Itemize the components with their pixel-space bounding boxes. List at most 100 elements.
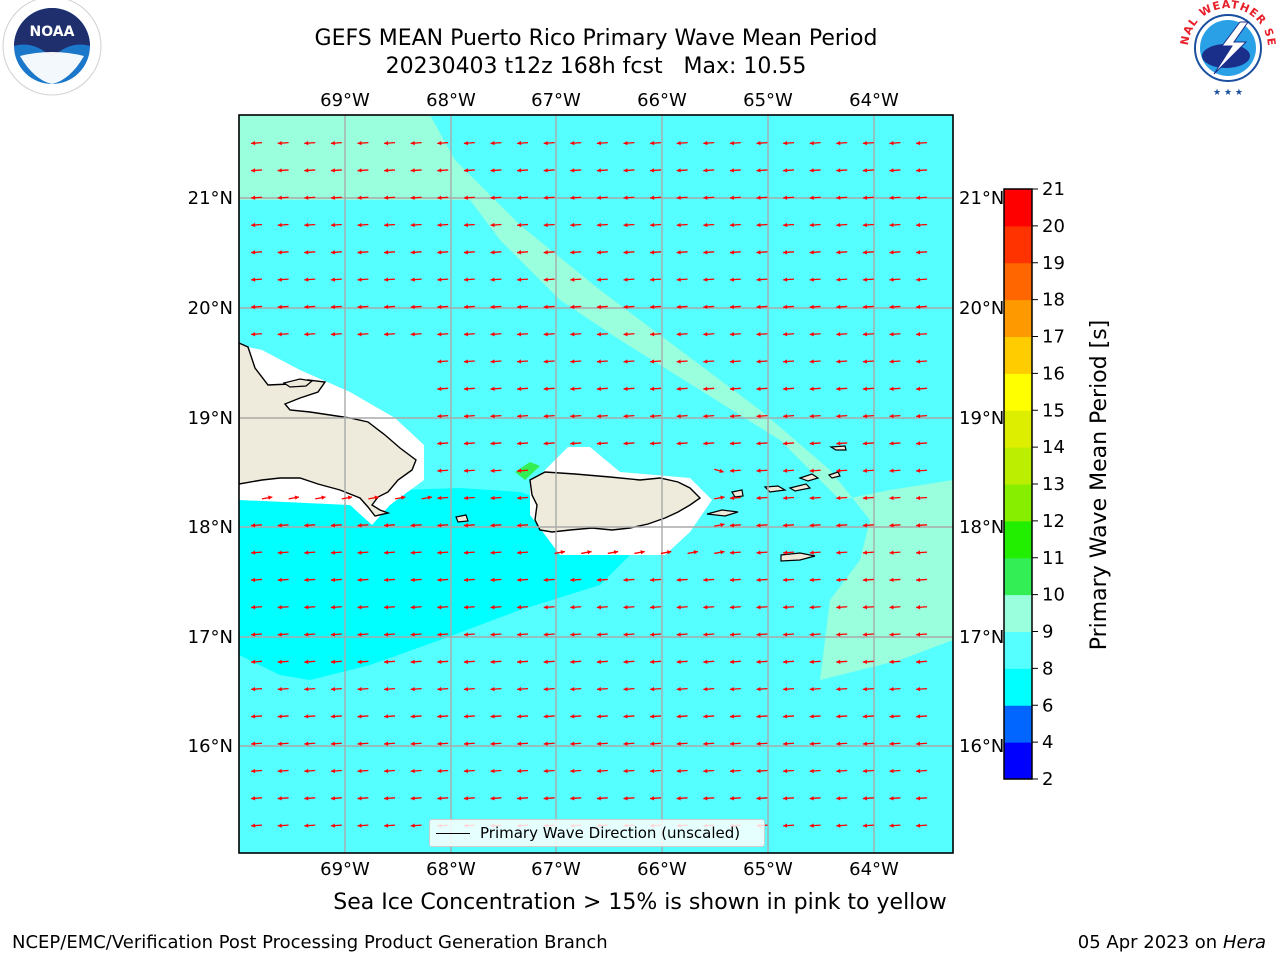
wave-arrow-head [916,441,921,446]
wave-arrow-head [410,140,415,146]
wave-arrow-head [384,195,389,200]
wave-arrow-head [756,741,761,746]
colorbar-segment [1004,742,1032,780]
wave-arrow-head [836,605,841,610]
wave-arrow-head [703,413,708,419]
lon-tick-bottom: 64°W [849,859,899,880]
lat-ticks-left: 21°N 20°N 19°N 18°N 17°N 16°N [188,188,233,757]
wave-arrow-head [836,441,841,446]
lon-tick-bottom: 66°W [637,859,687,880]
colorbar-segment [1004,668,1032,706]
wave-arrow-head [357,550,362,555]
wave-arrow-head [384,605,389,610]
land-hispaniola [239,342,417,517]
wave-arrow-head [836,686,841,692]
wave-arrow-head [543,768,548,774]
wave-arrow-head [783,741,788,746]
wave-arrow-head [596,359,601,364]
wave-arrow-head [862,386,867,391]
wave-arrow-head [277,140,282,146]
wave-arrow-head [889,659,894,664]
wave-arrow-head [570,686,575,692]
wave-arrow-head [809,386,814,391]
wave-arrow-head [463,359,468,364]
land-sombrero [829,445,847,451]
wave-arrow-head [703,304,708,310]
wave-arrow-head [410,659,415,664]
wave-arrow-head [437,796,442,801]
wave-arrow-head [410,332,415,337]
wave-arrow-head [676,140,681,146]
noaa-logo: NOAA [2,0,102,96]
wave-arrow-head [517,741,522,746]
wave-arrow-head [384,577,389,583]
lat-tick-right: 19°N [959,408,1004,429]
wave-arrow-head [703,441,708,446]
wave-arrow-head [517,168,522,173]
wave-arrow-head [463,277,468,282]
wave-arrow-head [623,577,628,583]
wave-arrow-head [809,523,814,528]
wave-arrow-head [623,605,628,610]
wave-arrow-head [676,168,681,173]
wave-arrow-head [783,277,788,282]
wave-arrow-head [517,495,522,501]
wave-arrow-head [330,332,335,337]
wave-arrow-head [277,550,282,555]
wave-arrow-head [277,823,282,828]
wave-arrow-head [623,250,628,255]
wave-arrow-head [889,386,894,391]
wave-arrow-head [596,222,601,228]
wave-arrow-head [916,659,921,664]
wave-arrow-head [756,359,761,364]
wave-arrow-head [357,140,362,146]
wave-arrow-head [862,714,867,719]
lon-tick-top: 65°W [743,90,793,111]
wave-arrow-head [596,632,601,637]
chart-subtitle: 20230403 t12z 168h fcst Max: 10.55 [385,54,807,79]
wave-arrow-head [756,195,761,200]
svg-text:★ ★ ★: ★ ★ ★ [1213,88,1243,98]
wave-arrow-head [268,495,273,500]
wave-arrow-head [330,222,335,228]
wave-arrow-head [809,168,814,173]
lon-ticks-bottom: 69°W 68°W 67°W 66°W 65°W 64°W [320,859,899,880]
wave-arrow-head [889,768,894,774]
colorbar-tick-label: 6 [1042,695,1053,716]
wave-arrow-head [916,195,921,200]
wave-arrow-head [916,359,921,364]
wave-arrow-head [304,823,309,828]
wave-arrow-head [650,304,655,310]
wave-arrow-head [676,359,681,364]
gridlines [239,115,953,853]
wave-arrow-head [783,332,788,337]
lat-tick-left: 20°N [188,298,233,319]
wave-arrow-head [836,195,841,200]
wave-arrow-head [277,168,282,173]
wave-arrow-head [490,796,495,801]
colorbar-tick-label: 13 [1042,474,1065,495]
wave-arrow-head [330,796,335,801]
wave-arrow-head [889,359,894,364]
wave-direction-arrows [251,140,928,828]
colorbar-tick-label: 21 [1042,179,1065,200]
wave-arrow-head [889,250,894,255]
wave-arrow-head [862,359,867,364]
wave-arrow-head [783,250,788,255]
colorbar-tick-label: 17 [1042,327,1065,348]
wave-arrow-head [463,577,468,583]
wave-arrow-head [703,796,708,801]
wave-arrow-head [384,686,389,692]
wave-arrow-head [410,741,415,746]
wave-arrow-head [889,714,894,719]
wave-arrow-head [836,304,841,310]
wave-arrow-head [543,277,548,282]
wave-arrow-head [916,468,921,473]
wave-arrow-head [410,250,415,255]
wave-arrow-head [756,495,761,501]
wave-arrow-head [623,386,628,391]
wave-arrow-head [490,523,495,528]
wave-arrow-head [330,277,335,282]
wave-arrow-head [517,222,522,228]
wave-arrow-head [916,686,921,692]
